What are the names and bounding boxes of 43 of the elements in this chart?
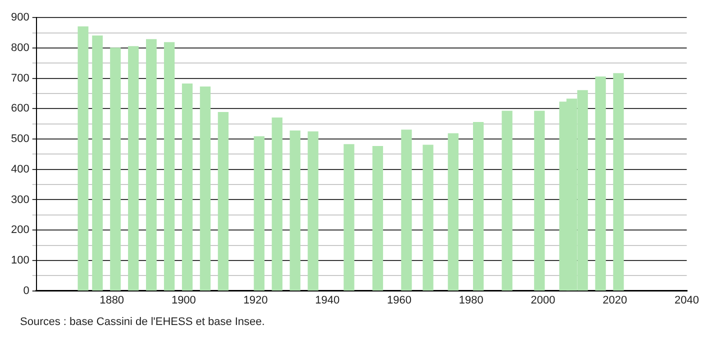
y-tick-label: 800: [10, 42, 30, 54]
y-tick-label: 500: [10, 133, 30, 146]
bar: [290, 130, 300, 291]
bar: [254, 136, 264, 291]
bar: [613, 73, 624, 291]
x-tick-label: 1920: [243, 294, 268, 306]
bar: [448, 133, 459, 291]
bar: [534, 110, 545, 291]
bar: [272, 117, 282, 291]
bar: [401, 130, 412, 291]
x-tick-label: 1980: [458, 294, 484, 306]
bar: [473, 122, 484, 291]
x-tick-label: 2040: [674, 294, 700, 306]
y-tick-label: 900: [10, 12, 30, 24]
source-note: Sources : base Cassini de l'EHESS et base Insee.: [20, 316, 266, 328]
bar: [200, 86, 211, 291]
x-tick-label: 2020: [602, 294, 628, 306]
x-tick-label: 2000: [530, 294, 556, 306]
y-tick-label: 300: [10, 194, 30, 206]
y-tick-label: 0: [23, 284, 30, 297]
x-tick-label: 1900: [171, 294, 196, 306]
bar: [595, 76, 606, 291]
y-tick-label: 400: [10, 163, 30, 176]
y-tick-label: 700: [10, 72, 30, 84]
bar: [422, 144, 434, 291]
bar: [182, 83, 193, 291]
bar: [146, 39, 157, 291]
x-tick-label: 1940: [315, 294, 340, 306]
bar: [92, 35, 103, 291]
bar: [502, 110, 512, 291]
x-tick-label: 1880: [100, 294, 124, 306]
bar: [372, 146, 384, 291]
bar: [110, 48, 121, 291]
y-tick-label: 100: [10, 254, 30, 266]
bar: [344, 144, 354, 291]
x-tick-label: 1960: [387, 294, 412, 306]
bar: [128, 46, 139, 291]
bar: [308, 131, 318, 291]
bar: [218, 112, 229, 291]
bar: [164, 42, 175, 291]
y-tick-label: 600: [10, 102, 30, 115]
y-tick-label: 200: [10, 224, 30, 236]
bar: [78, 26, 88, 291]
